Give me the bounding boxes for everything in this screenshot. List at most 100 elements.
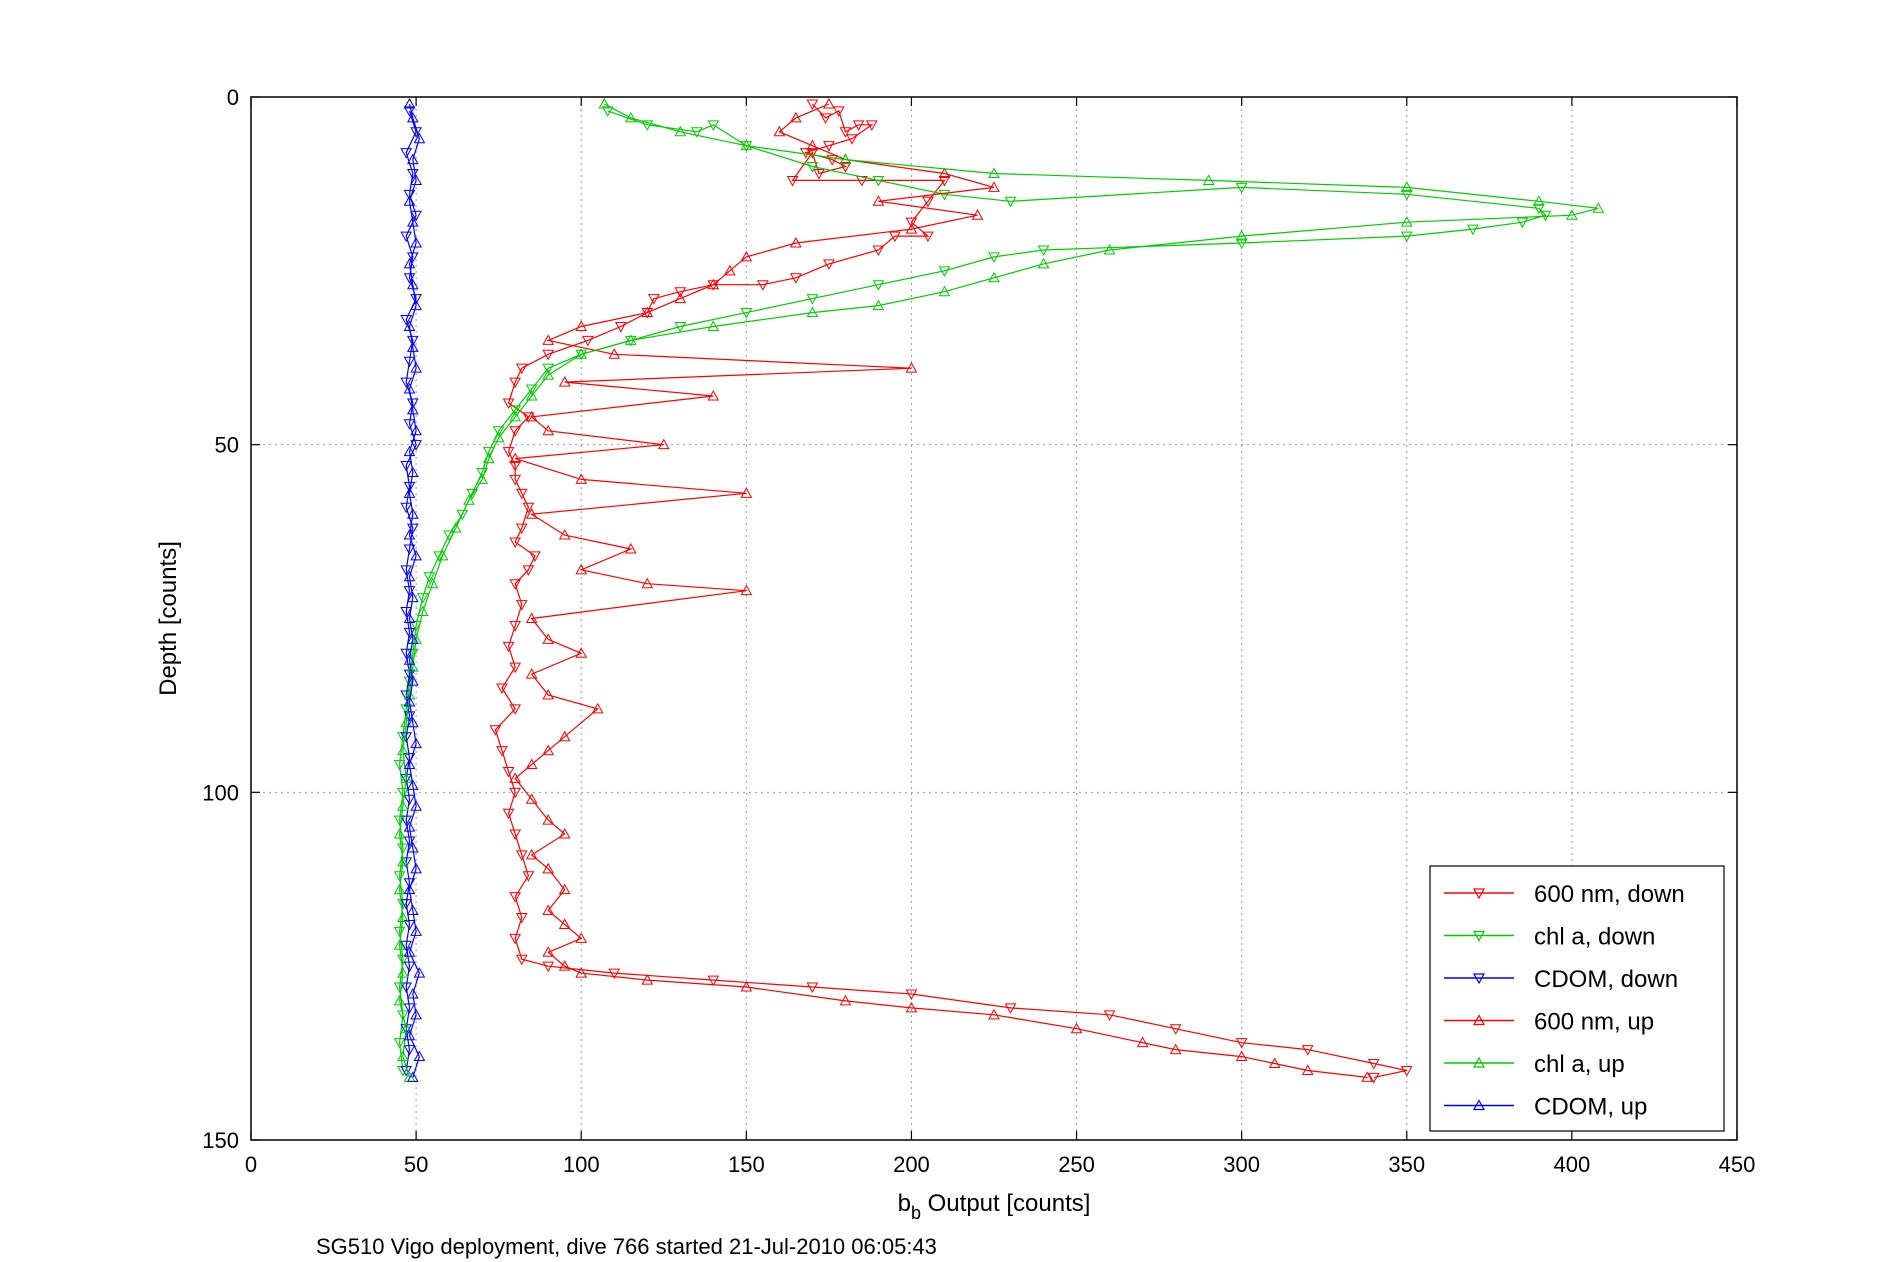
- legend-swatch-marker: [1472, 930, 1486, 942]
- data-point: [740, 139, 753, 151]
- data-point: [558, 883, 571, 895]
- data-point: [823, 259, 835, 270]
- data-point: [509, 933, 522, 945]
- data-point: [872, 195, 885, 206]
- data-point: [971, 209, 984, 220]
- data-point: [542, 904, 555, 916]
- data-point: [403, 257, 416, 269]
- data-point: [641, 120, 654, 131]
- data-point: [988, 181, 1000, 192]
- data-point: [403, 320, 416, 331]
- data-point: [400, 857, 413, 868]
- data-point: [608, 968, 621, 980]
- data-point: [410, 800, 422, 811]
- x-tick-label: 150: [728, 1152, 765, 1177]
- data-point: [496, 683, 508, 695]
- data-point: [410, 925, 422, 936]
- data-point: [575, 348, 588, 359]
- data-point: [813, 168, 825, 180]
- data-point: [1301, 1045, 1314, 1056]
- data-point: [403, 544, 416, 555]
- legend-item: CDOM, up: [1444, 1094, 1647, 1121]
- data-point: [522, 871, 535, 882]
- data-point: [449, 522, 462, 533]
- data-point: [542, 744, 555, 756]
- legend-label: CDOM, up: [1534, 1094, 1647, 1121]
- plot-frame: [250, 96, 1738, 1141]
- data-point: [406, 335, 419, 347]
- data-point: [410, 294, 422, 305]
- y-tick-label: 0: [227, 85, 239, 110]
- data-point: [707, 320, 720, 331]
- data-point: [740, 250, 753, 262]
- x-axis-label-rest: Output [counts]: [921, 1190, 1090, 1217]
- legend: 600 nm, down chl a, down CDOM, down 600 nm,…: [1429, 865, 1725, 1132]
- data-point: [826, 155, 839, 166]
- data-point: [393, 828, 406, 839]
- data-point: [542, 369, 555, 380]
- data-point: [509, 452, 522, 464]
- data-point: [1361, 1071, 1373, 1082]
- data-point: [806, 99, 819, 110]
- data-point: [515, 600, 528, 611]
- data-point: [905, 362, 918, 373]
- data-point: [806, 294, 819, 305]
- data-point: [403, 419, 416, 430]
- data-point: [410, 737, 422, 749]
- data-point: [624, 334, 637, 345]
- data-point: [707, 120, 720, 131]
- data-point: [492, 426, 505, 437]
- data-point: [509, 377, 522, 389]
- data-point: [657, 438, 670, 450]
- data-point: [406, 841, 419, 853]
- data-point: [542, 814, 555, 825]
- data-point: [413, 1050, 426, 1062]
- data-point: [525, 410, 538, 422]
- data-point: [1004, 1003, 1017, 1014]
- data-point: [403, 961, 416, 973]
- data-point: [393, 871, 406, 882]
- data-point: [515, 523, 528, 535]
- data-point: [403, 919, 416, 931]
- data-point: [872, 299, 885, 311]
- legend-label: chl a, up: [1534, 1051, 1625, 1078]
- data-point: [502, 398, 515, 409]
- data-point: [515, 912, 528, 924]
- data-point: [707, 278, 720, 290]
- data-point: [509, 662, 522, 674]
- data-point: [542, 349, 555, 361]
- data-point: [403, 883, 416, 895]
- data-point: [575, 320, 588, 331]
- data-point: [525, 389, 538, 401]
- data-point: [823, 141, 835, 152]
- data-point: [509, 537, 522, 549]
- data-point: [509, 410, 522, 422]
- data-point: [393, 760, 406, 771]
- data-point: [393, 883, 406, 895]
- data-point: [938, 266, 951, 277]
- legend-item: CDOM, down: [1444, 966, 1678, 993]
- data-point: [839, 994, 852, 1006]
- data-point: [509, 787, 522, 799]
- data-point: [406, 341, 419, 352]
- data-point: [1235, 1038, 1248, 1049]
- data-point: [403, 356, 416, 368]
- data-point: [522, 412, 535, 423]
- data-point: [406, 716, 419, 728]
- data-point: [1070, 1022, 1083, 1034]
- data-point: [608, 348, 621, 359]
- data-point: [806, 306, 819, 318]
- data-point: [410, 174, 422, 185]
- data-point: [406, 633, 419, 644]
- data-point: [575, 563, 588, 575]
- data-point: [525, 848, 538, 860]
- x-tick-label: 400: [1554, 1152, 1591, 1177]
- data-point: [397, 1010, 409, 1021]
- data-point: [509, 426, 522, 437]
- data-point: [542, 424, 555, 436]
- data-point: [515, 954, 528, 966]
- data-point: [423, 572, 436, 583]
- data-point: [403, 1029, 416, 1041]
- data-point: [1103, 243, 1116, 255]
- data-point: [502, 766, 515, 778]
